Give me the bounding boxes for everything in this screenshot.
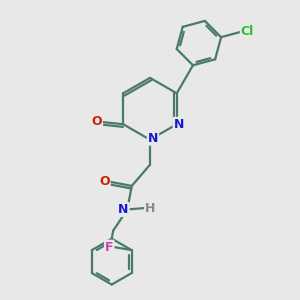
Text: Cl: Cl [241,25,254,38]
Text: H: H [145,202,155,214]
Text: O: O [99,175,110,188]
Text: O: O [92,116,102,128]
Text: N: N [148,132,158,145]
Text: N: N [118,203,129,216]
Text: N: N [174,118,184,131]
Text: F: F [105,241,113,254]
